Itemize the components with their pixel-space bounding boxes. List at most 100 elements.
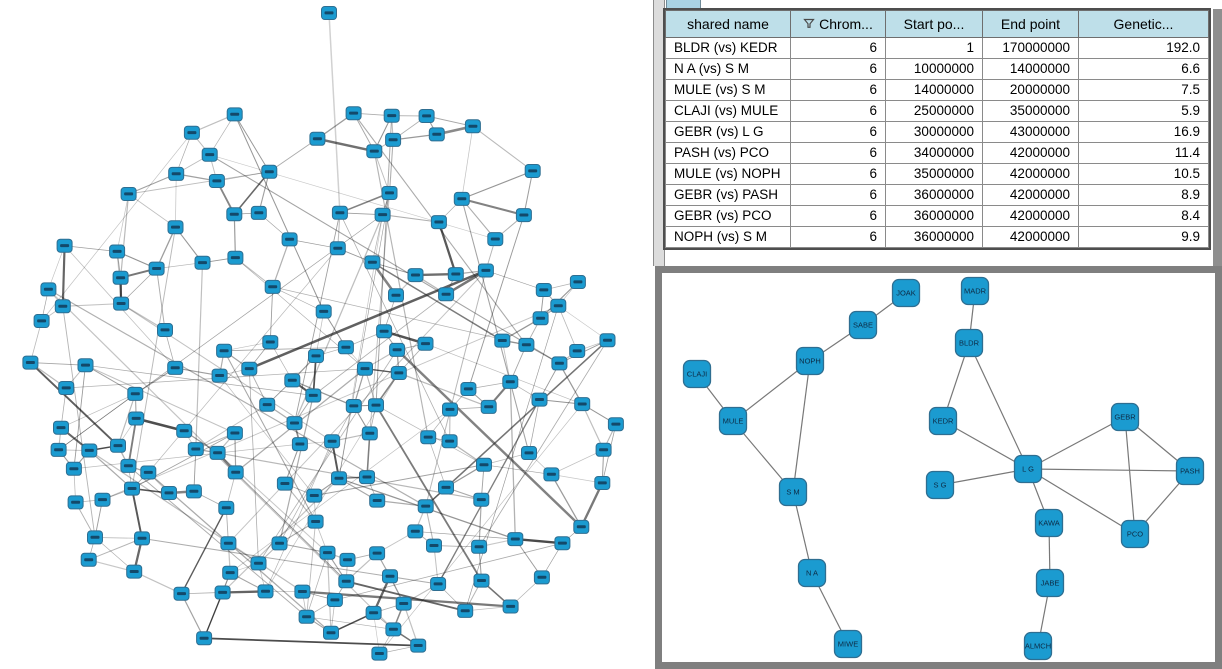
network-node[interactable] bbox=[183, 125, 200, 140]
table-row[interactable]: N A (vs) S M 6 10000000 14000000 6.6 bbox=[665, 58, 1209, 80]
network-node[interactable] bbox=[507, 532, 524, 547]
network-node[interactable] bbox=[196, 631, 213, 646]
node-MULE[interactable]: MULE bbox=[718, 406, 748, 436]
network-node[interactable] bbox=[331, 471, 347, 486]
column-header-4[interactable]: Genetic... bbox=[1078, 10, 1209, 38]
network-node[interactable] bbox=[550, 298, 567, 313]
network-node[interactable] bbox=[487, 232, 504, 247]
node-MIWE[interactable]: MIWE bbox=[833, 629, 863, 659]
network-node[interactable] bbox=[502, 374, 519, 389]
network-node[interactable] bbox=[222, 565, 239, 580]
node-N A[interactable]: N A bbox=[797, 558, 827, 588]
table-row[interactable]: GEBR (vs) L G 6 30000000 43000000 16.9 bbox=[665, 121, 1209, 143]
node-JOAK[interactable]: JOAK bbox=[891, 278, 921, 308]
network-node[interactable] bbox=[167, 220, 184, 235]
network-node[interactable] bbox=[464, 119, 481, 134]
node-KAWA[interactable]: KAWA bbox=[1034, 508, 1064, 538]
network-node[interactable] bbox=[309, 131, 326, 146]
network-node[interactable] bbox=[407, 524, 424, 539]
network-node[interactable] bbox=[257, 584, 274, 599]
network-node[interactable] bbox=[81, 443, 98, 458]
network-node[interactable] bbox=[428, 127, 445, 142]
network-node[interactable] bbox=[185, 484, 202, 499]
network-node[interactable] bbox=[442, 402, 458, 417]
network-node[interactable] bbox=[438, 287, 455, 302]
network-node[interactable] bbox=[366, 144, 383, 159]
network-node[interactable] bbox=[473, 573, 490, 588]
network-node[interactable] bbox=[390, 366, 407, 380]
network-node[interactable] bbox=[395, 596, 412, 611]
network-node[interactable] bbox=[109, 244, 126, 259]
network-node[interactable] bbox=[533, 570, 550, 585]
network-node[interactable] bbox=[291, 437, 308, 452]
network-node[interactable] bbox=[67, 495, 84, 510]
column-header-0[interactable]: shared name bbox=[665, 10, 791, 38]
network-node[interactable] bbox=[569, 344, 586, 358]
network-node[interactable] bbox=[226, 107, 243, 122]
node-ALMCH[interactable]: ALMCH bbox=[1023, 631, 1053, 661]
network-node[interactable] bbox=[595, 442, 612, 457]
network-node[interactable] bbox=[77, 358, 94, 373]
network-node[interactable] bbox=[326, 593, 343, 607]
network-node[interactable] bbox=[368, 398, 384, 413]
network-node[interactable] bbox=[554, 536, 571, 551]
node-CLAJI[interactable]: CLAJI bbox=[682, 359, 712, 389]
network-node[interactable] bbox=[168, 166, 185, 181]
node-L G[interactable]: L G bbox=[1013, 454, 1043, 484]
network-node[interactable] bbox=[426, 538, 442, 553]
network-node[interactable] bbox=[531, 392, 548, 407]
network-node[interactable] bbox=[308, 349, 324, 363]
network-node[interactable] bbox=[345, 399, 362, 413]
network-node[interactable] bbox=[157, 323, 173, 337]
network-node[interactable] bbox=[56, 238, 73, 253]
network-node[interactable] bbox=[453, 191, 470, 206]
network-node[interactable] bbox=[329, 241, 346, 256]
network-node[interactable] bbox=[262, 335, 279, 350]
network-node[interactable] bbox=[494, 333, 511, 348]
column-header-2[interactable]: Start po... bbox=[885, 10, 983, 38]
network-node[interactable] bbox=[420, 430, 437, 445]
network-node[interactable] bbox=[477, 263, 494, 278]
network-node[interactable] bbox=[294, 584, 311, 599]
column-header-1[interactable]: Chrom... bbox=[790, 10, 886, 38]
network-node[interactable] bbox=[441, 434, 458, 449]
network-node[interactable] bbox=[338, 574, 355, 589]
node-PCO[interactable]: PCO bbox=[1120, 519, 1150, 549]
network-node[interactable] bbox=[187, 442, 204, 457]
table-row[interactable]: PASH (vs) PCO 6 34000000 42000000 11.4 bbox=[665, 142, 1209, 164]
network-node[interactable] bbox=[376, 324, 393, 339]
network-node[interactable] bbox=[532, 311, 549, 326]
network-node[interactable] bbox=[216, 343, 233, 358]
network-node[interactable] bbox=[383, 108, 400, 123]
network-node[interactable] bbox=[407, 268, 424, 283]
network-node[interactable] bbox=[286, 416, 303, 431]
network-node[interactable] bbox=[128, 411, 145, 426]
network-node[interactable] bbox=[573, 519, 590, 534]
network-node[interactable] bbox=[194, 255, 211, 270]
network-node[interactable] bbox=[374, 207, 391, 222]
network-node[interactable] bbox=[364, 255, 381, 270]
network-node[interactable] bbox=[284, 373, 301, 388]
network-node[interactable] bbox=[173, 586, 190, 601]
table-row[interactable]: BLDR (vs) KEDR 6 1 170000000 192.0 bbox=[665, 37, 1209, 59]
network-node[interactable] bbox=[65, 461, 82, 476]
network-node[interactable] bbox=[460, 382, 477, 396]
node-KEDR[interactable]: KEDR bbox=[928, 406, 958, 436]
network-node[interactable] bbox=[369, 546, 386, 561]
network-node[interactable] bbox=[94, 492, 111, 507]
network-node[interactable] bbox=[430, 577, 447, 591]
network-node[interactable] bbox=[339, 552, 356, 567]
network-node[interactable] bbox=[524, 164, 541, 178]
network-node[interactable] bbox=[471, 539, 488, 554]
network-node[interactable] bbox=[87, 530, 103, 545]
network-node[interactable] bbox=[211, 368, 228, 383]
network-node[interactable] bbox=[315, 304, 332, 319]
network-node[interactable] bbox=[226, 207, 243, 222]
network-node[interactable] bbox=[227, 250, 244, 265]
network-node[interactable] bbox=[220, 536, 237, 551]
table-row[interactable]: MULE (vs) NOPH 6 35000000 42000000 10.5 bbox=[665, 163, 1209, 185]
network-node[interactable] bbox=[126, 564, 143, 579]
network-node[interactable] bbox=[574, 397, 591, 412]
network-node[interactable] bbox=[323, 625, 339, 640]
node-GEBR[interactable]: GEBR bbox=[1110, 402, 1140, 432]
